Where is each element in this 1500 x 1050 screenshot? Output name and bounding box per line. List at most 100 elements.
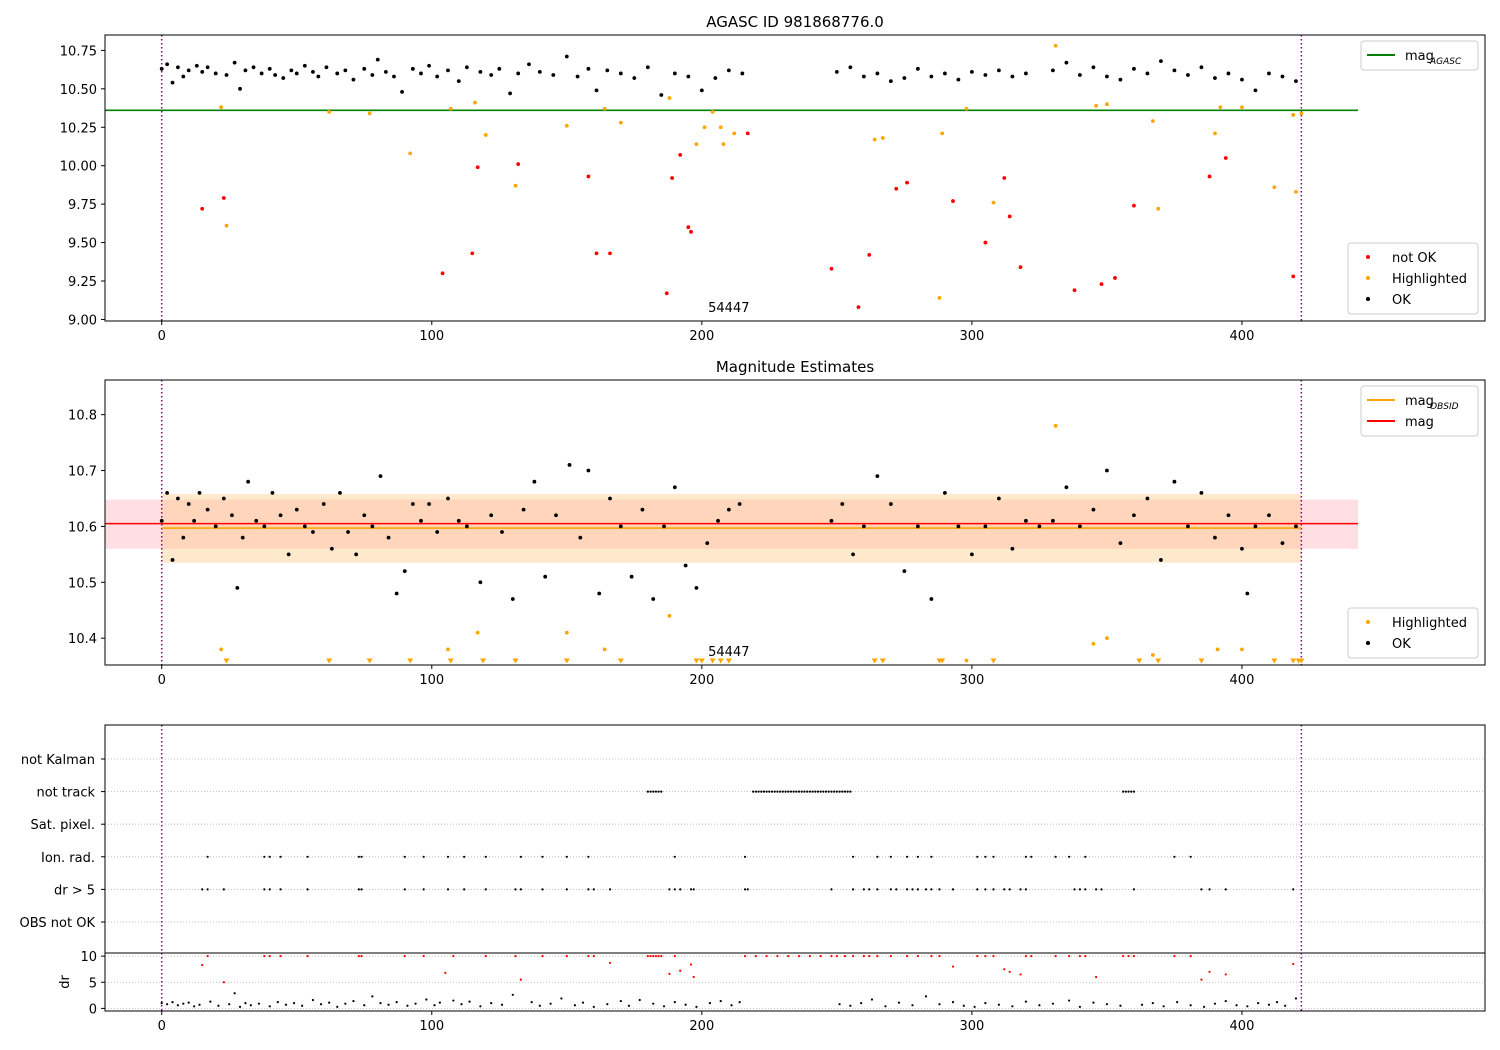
data-point-ok (1132, 513, 1136, 518)
flag-point (1030, 855, 1033, 858)
data-point-dr-ok (938, 1003, 941, 1006)
data-point-highlighted (1294, 189, 1298, 194)
flag-point (1132, 790, 1136, 793)
flag-point (446, 855, 450, 858)
data-point-not-ok (1223, 156, 1228, 160)
data-point-dr-ok (387, 1003, 390, 1006)
data-point-ok (915, 66, 920, 71)
data-point-ok (370, 524, 375, 529)
data-point-ok (362, 513, 367, 518)
x-tick-label: 100 (419, 673, 444, 688)
data-point-ok (489, 513, 494, 518)
agasc-axes-frame (104, 34, 1486, 322)
data-point-not-ok (670, 176, 675, 180)
below-range-marker (990, 658, 997, 664)
below-range-marker (725, 658, 732, 664)
data-point-ok (996, 496, 1001, 501)
data-point-dr-ok (176, 1004, 180, 1007)
data-point-dr-5 (268, 955, 271, 958)
flag-category-label: dr > 5 (54, 883, 95, 898)
magnitude-estimates-panel: Magnitude Estimates 54447 0 100 200 300 400 … (68, 358, 1486, 688)
data-point-dr-ok (560, 997, 563, 1000)
flag-point (1054, 855, 1057, 858)
data-point-dr-5 (1054, 955, 1057, 958)
data-point-ok (200, 70, 205, 74)
data-point-dr-5 (1030, 955, 1033, 958)
data-point-dr-ok (1176, 1001, 1179, 1004)
flag-point (916, 855, 919, 858)
data-point-not-ok (678, 153, 683, 157)
flag-point (1173, 855, 1176, 858)
data-point-ok (726, 507, 731, 512)
flag-point (984, 855, 987, 858)
flag-point (905, 855, 909, 858)
flag-point (938, 888, 941, 891)
flag-point (1200, 888, 1203, 891)
data-point-highlighted (367, 111, 372, 116)
data-point-dr-5 (1008, 970, 1011, 973)
data-point-dr-5 (1292, 962, 1295, 966)
flag-point (1008, 888, 1011, 891)
data-point-dr-ok (284, 1003, 288, 1006)
y-tick-label: 0 (89, 1002, 97, 1017)
flag-point (357, 888, 360, 891)
flag-category-label: Sat. pixel. (31, 818, 95, 833)
flag-point (484, 855, 487, 858)
flags-data-marks (160, 725, 1303, 953)
data-point-highlighted (1053, 423, 1058, 428)
data-point-dr-ok (371, 995, 374, 998)
flag-point (930, 888, 933, 891)
data-point-not-ok (1113, 276, 1117, 280)
data-point-ok (316, 74, 321, 79)
data-point-ok (335, 71, 340, 76)
data-point-ok (213, 524, 218, 529)
data-point-dr-5 (654, 955, 658, 958)
data-point-not-ok (951, 199, 955, 203)
data-point-ok (338, 490, 342, 495)
data-point-ok (1118, 77, 1123, 82)
data-point-ok (165, 62, 170, 67)
data-point-ok (1024, 71, 1028, 76)
data-point-ok (737, 502, 742, 506)
data-point-ok (1226, 513, 1231, 518)
data-point-ok (1132, 66, 1136, 71)
data-point-dr-ok (662, 1005, 666, 1008)
flag-point (849, 790, 852, 793)
flag-point (587, 855, 590, 858)
data-point-highlighted (513, 183, 518, 188)
data-point-ok (659, 93, 664, 97)
legend-label: OK (1392, 637, 1411, 652)
data-point-dr-ok (209, 1000, 212, 1003)
flag-point (514, 888, 517, 891)
data-point-ok (983, 73, 988, 77)
data-point-ok (618, 71, 623, 76)
data-point-highlighted (473, 100, 477, 105)
legend-label: OK (1392, 293, 1411, 308)
data-point-ok (543, 574, 548, 579)
data-point-ok (1051, 68, 1055, 73)
flag-point (403, 888, 406, 891)
flag-point (976, 888, 979, 891)
data-point-ok (1064, 485, 1069, 490)
data-point-dr-ok (530, 1001, 533, 1004)
below-range-marker (1298, 658, 1305, 664)
data-point-dr-ok (425, 998, 428, 1001)
flag-point (1003, 888, 1006, 891)
data-point-dr-5 (1024, 955, 1028, 958)
data-point-dr-ok (352, 999, 355, 1003)
data-point-dr-ok (500, 1003, 504, 1006)
flag-point (789, 790, 793, 793)
flag-point (519, 888, 522, 891)
legend-label: mag (1405, 394, 1434, 409)
flag-point (803, 790, 806, 793)
flag-point (587, 888, 590, 891)
data-point-ok (527, 62, 531, 67)
legend-box (1360, 40, 1479, 71)
y-tick-label: 10 (80, 950, 97, 965)
data-point-highlighted (872, 137, 877, 142)
data-point-ok (902, 76, 907, 80)
data-point-ok (651, 597, 656, 601)
flag-point (657, 790, 660, 793)
